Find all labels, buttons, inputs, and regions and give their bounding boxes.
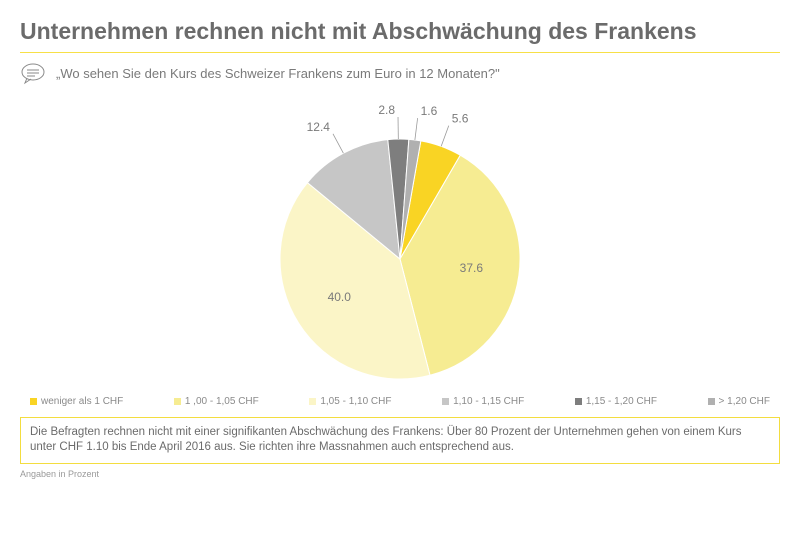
legend-label: > 1,20 CHF	[719, 396, 770, 407]
legend-swatch	[708, 398, 715, 405]
slice-label: 1.6	[421, 104, 438, 118]
summary-note: Die Befragten rechnen nicht mit einer si…	[20, 417, 780, 464]
legend-label: 1,10 - 1,15 CHF	[453, 396, 524, 407]
legend-label: 1,05 - 1,10 CHF	[320, 396, 391, 407]
speech-bubble-icon	[20, 63, 46, 85]
question-row: „Wo sehen Sie den Kurs des Schweizer Fra…	[20, 63, 780, 85]
slice-label: 12.4	[307, 119, 331, 133]
slice-label: 37.6	[460, 261, 484, 275]
question-text: „Wo sehen Sie den Kurs des Schweizer Fra…	[56, 66, 500, 81]
legend-swatch	[174, 398, 181, 405]
legend-label: 1,15 - 1,20 CHF	[586, 396, 657, 407]
legend-label: weniger als 1 CHF	[41, 396, 123, 407]
legend-swatch	[309, 398, 316, 405]
legend-item: > 1,20 CHF	[708, 396, 770, 407]
legend-item: weniger als 1 CHF	[30, 396, 123, 407]
slice-label: 40.0	[328, 289, 352, 303]
legend-swatch	[575, 398, 582, 405]
legend-swatch	[30, 398, 37, 405]
legend-swatch	[442, 398, 449, 405]
pie-chart: 5.6 37.6 40.0 12.4 2.8 1.6	[20, 89, 780, 394]
pie-svg: 5.6 37.6 40.0 12.4 2.8 1.6	[20, 89, 780, 394]
page-title: Unternehmen rechnen nicht mit Abschwächu…	[20, 18, 780, 46]
legend-item: 1,05 - 1,10 CHF	[309, 396, 391, 407]
legend-item: 1,10 - 1,15 CHF	[442, 396, 524, 407]
footnote: Angaben in Prozent	[20, 469, 780, 479]
divider	[20, 52, 780, 53]
slice-label: 5.6	[452, 111, 469, 125]
slice-label: 2.8	[378, 103, 395, 117]
legend: weniger als 1 CHF 1 ,00 - 1,05 CHF 1,05 - …	[20, 396, 780, 407]
legend-item: 1 ,00 - 1,05 CHF	[174, 396, 259, 407]
legend-label: 1 ,00 - 1,05 CHF	[185, 396, 259, 407]
legend-item: 1,15 - 1,20 CHF	[575, 396, 657, 407]
